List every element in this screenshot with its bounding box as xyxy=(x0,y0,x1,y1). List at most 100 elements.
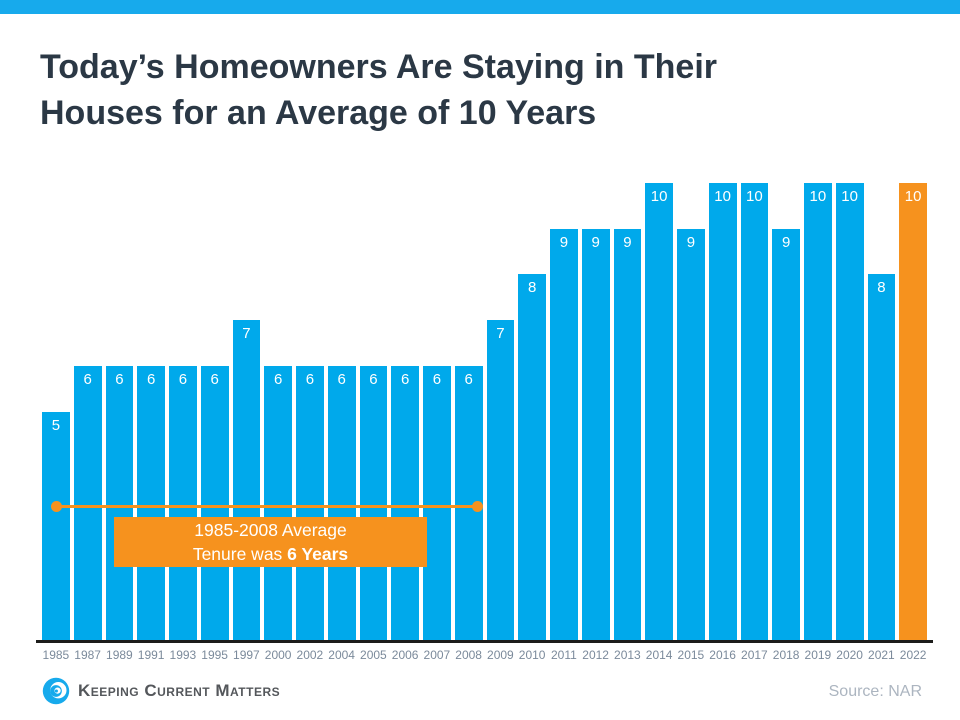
bar-value-label: 9 xyxy=(559,233,569,251)
bar-value-label: 5 xyxy=(51,416,61,434)
annotation-text-bold: 6 Years xyxy=(287,544,349,564)
page-title-line1: Today’s Homeowners Are Staying in Their xyxy=(40,48,717,86)
bar-value-label: 6 xyxy=(178,370,188,388)
bar-2022: 10 xyxy=(899,183,927,640)
kcm-logo: Keeping Current Matters xyxy=(42,677,280,705)
x-axis-label-1993: 1993 xyxy=(169,648,197,662)
x-axis-line xyxy=(36,640,933,643)
bar-value-label: 9 xyxy=(623,233,632,251)
bar-value-label: 6 xyxy=(210,370,219,388)
x-axis-label-2006: 2006 xyxy=(391,648,419,662)
bar-2009: 7 xyxy=(486,320,515,640)
x-axis-label-2022: 2022 xyxy=(899,648,927,662)
annotation-text-line1: 1985-2008 Average xyxy=(194,520,347,540)
x-axis-label-2011: 2011 xyxy=(550,648,577,662)
bar-2000: 6 xyxy=(264,365,292,640)
x-axis-label-2014: 2014 xyxy=(645,648,673,662)
x-axis-label-2020: 2020 xyxy=(836,648,863,662)
bar-value-label: 9 xyxy=(591,233,600,251)
bar-1985: 5 xyxy=(42,411,70,640)
bar-value-label: 6 xyxy=(369,370,378,388)
x-axis-label-2000: 2000 xyxy=(264,648,292,662)
bar-2013: 9 xyxy=(613,228,642,640)
annotation-text-line2: Tenure was xyxy=(192,544,288,564)
bar-2011: 9 xyxy=(550,228,578,640)
x-axis-label-2009: 2009 xyxy=(487,648,514,662)
bar-value-label: 6 xyxy=(83,370,92,388)
x-axis-label-1995: 1995 xyxy=(201,648,228,662)
x-axis-label-2015: 2015 xyxy=(677,648,705,662)
bar-2019: 10 xyxy=(804,183,832,640)
bar-2020: 10 xyxy=(835,183,864,640)
bar-value-label: 6 xyxy=(432,370,442,388)
bar-chart-plot-area: 5 6 6 6 6 6 7 6 6 6 6 6 6 6 7 8 9 9 9 10 9 10 10 9 10 10 8 10 xyxy=(42,183,927,640)
bar-value-label: 6 xyxy=(273,370,283,388)
annotation-box: 1985-2008 Average Tenure was 6 Years xyxy=(114,517,427,567)
bar-value-label: 6 xyxy=(146,370,156,388)
x-axis-label-2007: 2007 xyxy=(423,648,451,662)
x-axis-label-2018: 2018 xyxy=(772,648,800,662)
x-axis-label-2002: 2002 xyxy=(296,648,324,662)
x-axis-label-2008: 2008 xyxy=(455,648,482,662)
bar-1993: 6 xyxy=(169,365,197,640)
x-axis-label-1985: 1985 xyxy=(42,648,70,662)
bar-value-label: 6 xyxy=(305,370,315,388)
x-axis-label-2004: 2004 xyxy=(328,648,355,662)
bar-value-label: 10 xyxy=(714,188,731,205)
bar-2018: 9 xyxy=(772,228,800,640)
bar-2015: 9 xyxy=(677,228,705,640)
bar-2004: 6 xyxy=(327,365,356,640)
annotation-dot-end xyxy=(472,501,483,512)
x-axis-label-2013: 2013 xyxy=(614,648,641,662)
bar-value-label: 6 xyxy=(115,370,124,388)
bar-value-label: 10 xyxy=(904,188,922,205)
kcm-swirl-icon xyxy=(42,677,70,705)
bar-1997: 7 xyxy=(232,320,261,640)
x-axis-label-1989: 1989 xyxy=(106,648,133,662)
bar-2006: 6 xyxy=(391,365,419,640)
bar-2021: 8 xyxy=(867,274,896,640)
bar-2017: 10 xyxy=(740,183,769,640)
x-axis-label-2016: 2016 xyxy=(709,648,736,662)
x-axis-label-1987: 1987 xyxy=(74,648,101,662)
brand-name: Keeping Current Matters xyxy=(78,681,281,700)
bar-2016: 10 xyxy=(708,183,737,640)
bar-1995: 6 xyxy=(200,365,229,640)
bar-value-label: 10 xyxy=(809,188,827,205)
bar-1991: 6 xyxy=(137,365,165,640)
page-title-line2: Houses for an Average of 10 Years xyxy=(40,94,597,132)
bar-value-label: 9 xyxy=(686,233,696,251)
bar-value-label: 7 xyxy=(242,325,251,343)
bar-1987: 6 xyxy=(73,365,102,640)
bar-2010: 8 xyxy=(518,274,546,640)
bar-1989: 6 xyxy=(105,365,134,640)
bar-value-label: 8 xyxy=(877,279,886,297)
bar-value-label: 6 xyxy=(337,370,346,388)
x-axis-label-2012: 2012 xyxy=(582,648,609,662)
bar-value-label: 10 xyxy=(841,188,858,205)
top-accent-strip xyxy=(0,0,960,14)
bar-2005: 6 xyxy=(359,365,388,640)
source-credit: Source: NAR xyxy=(828,683,922,700)
annotation-span-line xyxy=(51,501,483,512)
x-axis-label-1991: 1991 xyxy=(137,648,165,662)
x-axis-labels: 1985 1987 1989 1991 1993 1995 1997 2000 2002 2004… xyxy=(42,648,927,662)
bar-value-label: 6 xyxy=(400,370,410,388)
x-axis-label-2005: 2005 xyxy=(360,648,387,662)
page-title: Today’s Homeowners Are Staying in Their … xyxy=(40,44,717,136)
x-axis-label-2010: 2010 xyxy=(518,648,546,662)
bar-2014: 10 xyxy=(645,183,673,640)
x-axis-label-2021: 2021 xyxy=(868,648,895,662)
bar-2012: 9 xyxy=(581,228,610,640)
bar-value-label: 10 xyxy=(746,188,763,205)
x-axis-label-1997: 1997 xyxy=(233,648,260,662)
bar-value-label: 8 xyxy=(527,279,537,297)
bar-value-label: 9 xyxy=(781,233,791,251)
x-axis-label-2019: 2019 xyxy=(804,648,832,662)
bar-value-label: 7 xyxy=(496,325,505,343)
bar-2002: 6 xyxy=(296,365,324,640)
bar-value-label: 10 xyxy=(650,188,668,205)
bar-2007: 6 xyxy=(423,365,451,640)
x-axis-label-2017: 2017 xyxy=(741,648,768,662)
